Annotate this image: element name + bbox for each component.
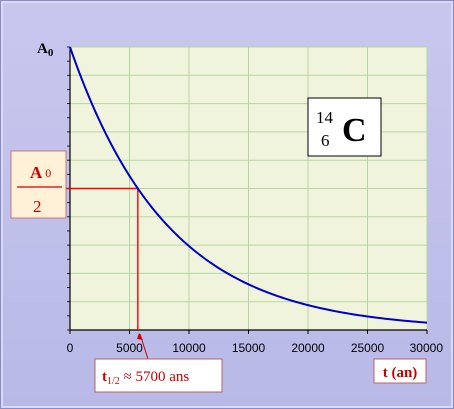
x-axis-label-text: t (an) (383, 365, 418, 381)
y-minor-ticks (67, 46, 428, 334)
half-life-text: t1/2 ≈ 5700 ans (102, 369, 189, 387)
x-tick-label: 10000 (172, 341, 206, 355)
callout-arrowhead (137, 333, 143, 340)
half-life-callout: t1/2 ≈ 5700 ans (94, 333, 223, 393)
x-tick-labels: 0 5000 10000 15000 20000 25000 30000 (67, 341, 444, 355)
isotope-mass-number: 14 (316, 108, 334, 127)
x-tick-label: 5000 (116, 341, 143, 355)
series-decay-curve (69, 46, 428, 324)
x-axis-label: t (an) (373, 358, 427, 384)
x-tick-label: 20000 (291, 341, 325, 355)
isotope-label: 14 6 C (307, 97, 382, 157)
x-tick-label: 30000 (410, 341, 444, 355)
half-level-denominator: 2 (33, 197, 42, 216)
isotope-symbol: C (342, 112, 367, 149)
y-axis-label: A0 (37, 41, 54, 59)
x-tick-label: 0 (67, 341, 74, 355)
x-tick-label: 25000 (351, 341, 385, 355)
x-tick-label: 15000 (232, 341, 266, 355)
isotope-atomic-number: 6 (321, 131, 330, 150)
